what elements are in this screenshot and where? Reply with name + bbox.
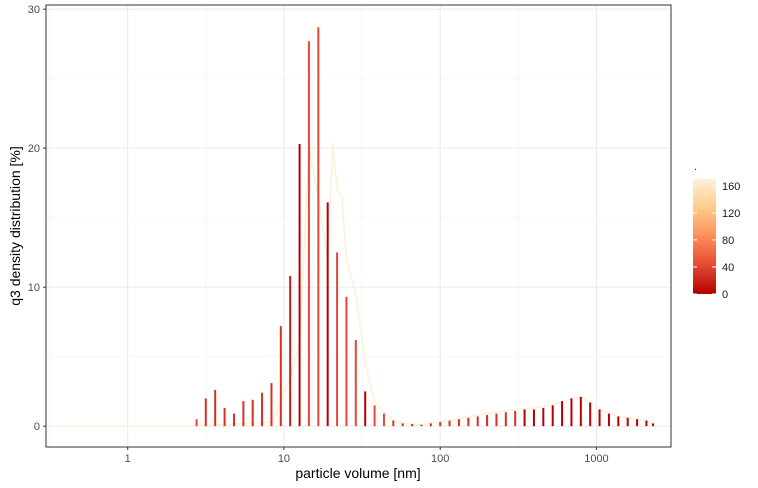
x-axis: 1 10 100 1000 (125, 447, 609, 465)
legend-tick-label: 160 (722, 181, 740, 193)
legend-ticks: 0 40 80 120 160 (693, 181, 740, 301)
y-tick-label: 0 (34, 421, 40, 433)
legend-tick-label: 80 (722, 235, 734, 247)
legend-tick-label: 40 (722, 262, 734, 274)
grid (46, 5, 671, 447)
plot-background (46, 5, 671, 447)
y-tick-label: 30 (28, 4, 40, 16)
y-axis-title: q3 density distribution [%] (7, 146, 23, 306)
plot-panel-border (45, 4, 672, 448)
x-tick-label: 100 (431, 453, 449, 465)
legend: . 0 40 80 120 160 (693, 161, 740, 301)
spike-layer (195, 27, 654, 427)
x-axis-title: particle volume [nm] (295, 465, 420, 481)
y-tick-label: 20 (28, 143, 40, 155)
legend-title: . (694, 161, 697, 173)
x-tick-label: 10 (278, 453, 290, 465)
legend-tick-label: 120 (722, 208, 740, 220)
x-tick-label: 1000 (584, 453, 608, 465)
x-tick-label: 1 (125, 453, 131, 465)
legend-colorbar (693, 179, 716, 294)
legend-tick-label: 0 (722, 289, 728, 301)
y-tick-label: 10 (28, 282, 40, 294)
y-axis: 0 10 20 30 (28, 4, 46, 433)
